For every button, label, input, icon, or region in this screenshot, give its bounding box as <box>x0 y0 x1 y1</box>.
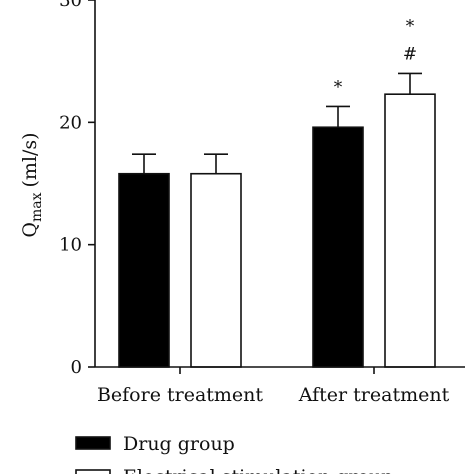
significance-marker: # <box>403 44 417 64</box>
legend-label: Electrical stimulation group <box>123 466 393 474</box>
y-axis-title-sub: max <box>29 192 45 222</box>
y-axis: 0 10 20 30 <box>59 0 96 378</box>
bar <box>118 172 170 368</box>
significance-marker: * <box>334 77 343 97</box>
y-tick-label: 0 <box>71 357 82 378</box>
y-tick-label: 30 <box>59 0 82 11</box>
x-tick-label: After treatment <box>298 384 450 406</box>
bar <box>190 172 242 368</box>
plot-area: * # * <box>118 16 436 368</box>
y-axis-title-main: Q <box>19 222 41 238</box>
x-tick-label: Before treatment <box>97 384 263 406</box>
significance-marker: * <box>406 16 415 36</box>
y-tick-label: 20 <box>59 112 82 133</box>
bar <box>384 93 436 368</box>
y-tick-label: 10 <box>59 235 82 256</box>
legend-swatch <box>75 469 111 474</box>
x-axis: Before treatment After treatment <box>95 366 465 406</box>
legend: Drug group Electrical stimulation group <box>75 433 393 474</box>
y-axis-title: Qmax (ml/s) <box>19 132 45 237</box>
legend-label: Drug group <box>123 433 235 455</box>
legend-swatch <box>75 436 111 450</box>
bar <box>312 126 364 368</box>
y-axis-title-unit: (ml/s) <box>19 132 41 187</box>
